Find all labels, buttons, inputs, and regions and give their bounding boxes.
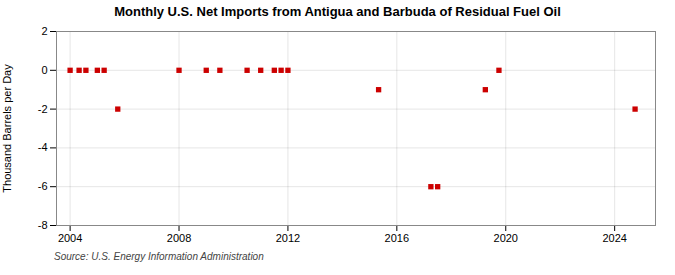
svg-text:-4: -4 (38, 141, 48, 153)
html-text:Source: U.S. Energy Informatio: Source: U.S. Energy Information Administ… (54, 251, 264, 262)
svg-text:2020: 2020 (494, 232, 518, 244)
html-text:Monthly U.S. Net Imports from: Monthly U.S. Net Imports from Antigua an… (114, 4, 561, 19)
svg-text:2012: 2012 (276, 232, 300, 244)
svg-text:0: 0 (41, 64, 47, 76)
svg-text:-2: -2 (38, 103, 48, 115)
svg-text:2: 2 (41, 25, 47, 37)
svg-text:-8: -8 (38, 219, 48, 231)
svg-text:2008: 2008 (167, 232, 191, 244)
svg-text:2024: 2024 (602, 232, 626, 244)
svg-text:-6: -6 (38, 180, 48, 192)
svg-text:2016: 2016 (385, 232, 409, 244)
svg-text:2004: 2004 (58, 232, 82, 244)
svg-text:Thousand Barrels per Day: Thousand Barrels per Day (1, 64, 13, 193)
